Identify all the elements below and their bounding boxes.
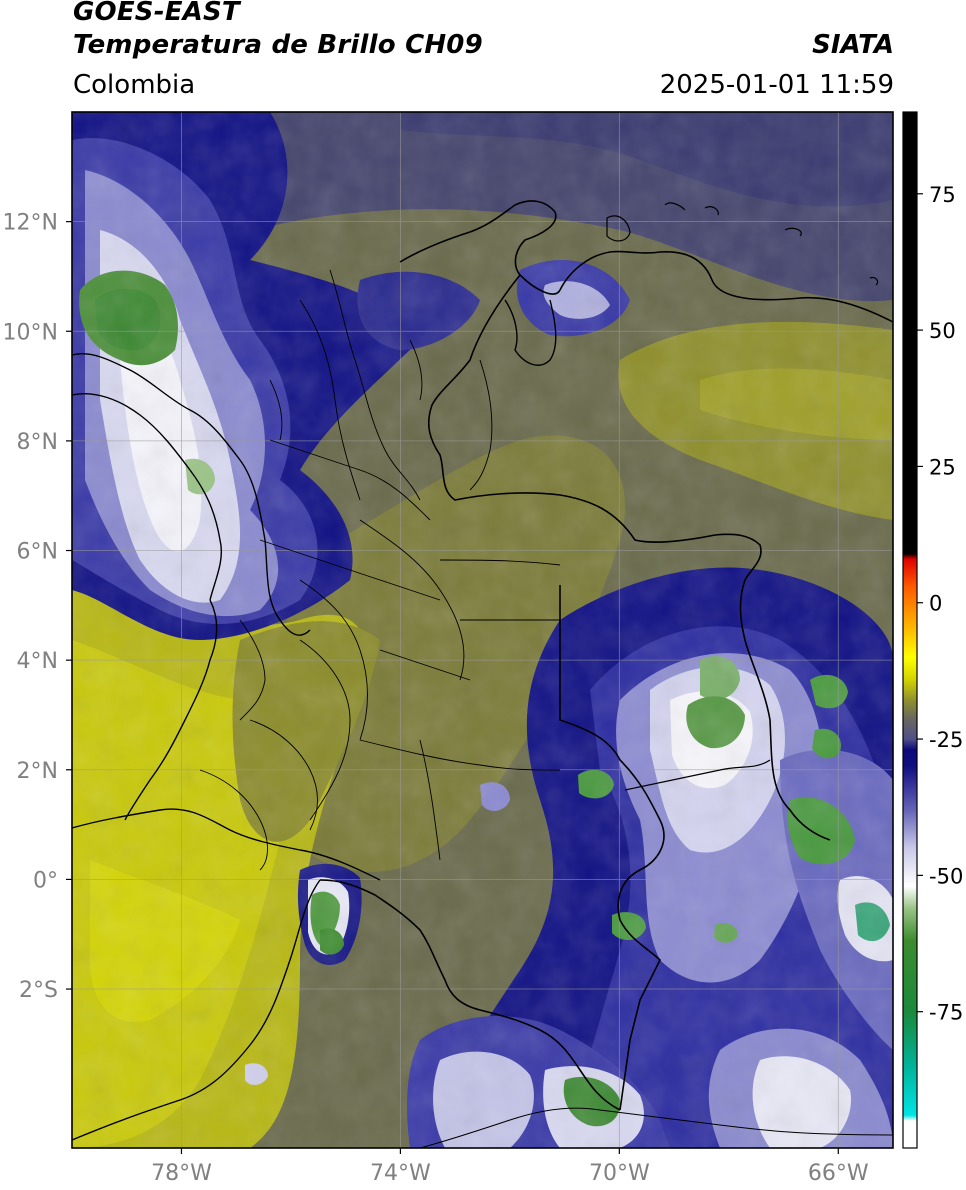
- colorbar-tick-label: 25: [929, 455, 956, 479]
- product-title: Temperatura de Brillo CH09: [73, 30, 483, 60]
- longitude-tick-label: 74°W: [370, 1161, 431, 1186]
- longitude-tick-label: 78°W: [151, 1161, 212, 1186]
- latitude-tick-label: 10°N: [3, 320, 58, 345]
- map-frame: [71, 111, 894, 1149]
- colorbar-tick-label: 0: [929, 592, 942, 616]
- colorbar-tick-label: 50: [929, 319, 956, 343]
- longitude-tick-label: 66°W: [808, 1161, 869, 1186]
- latitude-tick-label: 4°N: [17, 649, 58, 674]
- brightness-temperature-field: [72, 112, 893, 1148]
- latitude-tick-label: 6°N: [17, 540, 58, 565]
- source-label: SIATA: [812, 30, 894, 60]
- colorbar-tick-label: -25: [929, 728, 963, 752]
- latitude-tick-label: 2°N: [17, 759, 58, 784]
- colorbar-tick-labels: 75 50 25 0 -25 -50 -75: [917, 183, 963, 1025]
- latitude-tick-label: 0°: [33, 868, 58, 893]
- colorbar-tick-label: -50: [929, 864, 963, 888]
- political-boundaries: [72, 200, 893, 1148]
- latitude-tick-label: 2°S: [19, 978, 58, 1003]
- colorbar-scale: [903, 112, 917, 1148]
- colorbar-frame: [902, 111, 918, 1149]
- colorbar-tick-label: -75: [929, 1001, 963, 1025]
- graticule-gridlines: [72, 112, 893, 1148]
- latitude-tick-label: 12°N: [3, 211, 58, 236]
- satellite-title: GOES-EAST: [73, 0, 240, 27]
- longitude-tick-labels: 78°W 74°W 70°W 66°W: [151, 1148, 869, 1186]
- region-label: Colombia: [73, 70, 196, 100]
- colorbar-tick-label: 75: [929, 183, 956, 207]
- timestamp-label: 2025-01-01 11:59: [659, 70, 894, 100]
- colorbar: 75 50 25 0 -25 -50 -75: [902, 111, 963, 1149]
- latitude-tick-labels: 12°N 10°N 8°N 6°N 4°N 2°N 0° 2°S: [3, 211, 72, 1003]
- longitude-tick-label: 70°W: [589, 1161, 650, 1186]
- latitude-tick-label: 8°N: [17, 430, 58, 455]
